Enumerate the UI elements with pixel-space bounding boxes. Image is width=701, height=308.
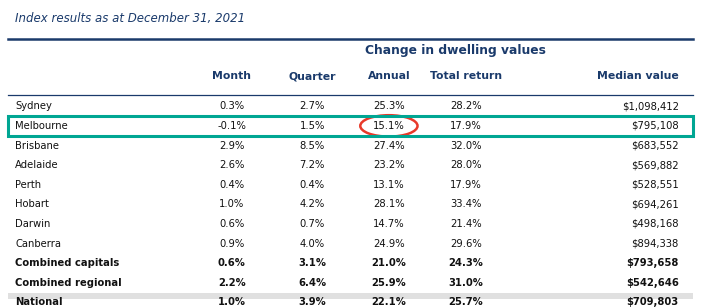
Text: 25.9%: 25.9%	[372, 278, 407, 288]
Text: Change in dwelling values: Change in dwelling values	[365, 44, 545, 58]
Text: 3.1%: 3.1%	[298, 258, 326, 268]
Bar	[8, 293, 693, 308]
Text: Month: Month	[212, 71, 251, 81]
Text: 2.2%: 2.2%	[218, 278, 245, 288]
Text: 24.9%: 24.9%	[373, 239, 404, 249]
Text: Darwin: Darwin	[15, 219, 50, 229]
Text: 17.9%: 17.9%	[450, 180, 482, 190]
Text: 4.0%: 4.0%	[299, 239, 325, 249]
Text: 6.4%: 6.4%	[298, 278, 326, 288]
Text: $793,658: $793,658	[626, 258, 679, 268]
Text: 17.9%: 17.9%	[450, 121, 482, 131]
Text: Index results as at December 31, 2021: Index results as at December 31, 2021	[15, 12, 245, 25]
Text: 24.3%: 24.3%	[448, 258, 483, 268]
Text: 23.2%: 23.2%	[373, 160, 404, 170]
Text: 8.5%: 8.5%	[299, 140, 325, 151]
Text: 0.6%: 0.6%	[219, 219, 245, 229]
Text: National: National	[15, 298, 63, 307]
Text: $709,803: $709,803	[627, 298, 679, 307]
Text: $498,168: $498,168	[631, 219, 679, 229]
Text: 31.0%: 31.0%	[448, 278, 483, 288]
Text: 28.1%: 28.1%	[373, 199, 404, 209]
Text: 28.2%: 28.2%	[450, 101, 482, 111]
Text: $542,646: $542,646	[626, 278, 679, 288]
Text: 2.6%: 2.6%	[219, 160, 245, 170]
Text: 0.4%: 0.4%	[219, 180, 245, 190]
Text: 21.0%: 21.0%	[372, 258, 407, 268]
Text: 27.4%: 27.4%	[373, 140, 404, 151]
Text: -0.1%: -0.1%	[217, 121, 246, 131]
Text: Quarter: Quarter	[288, 71, 336, 81]
Text: $569,882: $569,882	[631, 160, 679, 170]
Text: $694,261: $694,261	[631, 199, 679, 209]
Text: $1,098,412: $1,098,412	[622, 101, 679, 111]
Text: 2.9%: 2.9%	[219, 140, 245, 151]
Text: Canberra: Canberra	[15, 239, 62, 249]
Text: 25.3%: 25.3%	[373, 101, 404, 111]
Text: 13.1%: 13.1%	[373, 180, 404, 190]
Text: 0.3%: 0.3%	[219, 101, 245, 111]
Text: 14.7%: 14.7%	[373, 219, 404, 229]
Text: 33.4%: 33.4%	[450, 199, 482, 209]
Text: Perth: Perth	[15, 180, 41, 190]
Bar	[8, 116, 693, 136]
Text: 7.2%: 7.2%	[299, 160, 325, 170]
Text: Combined regional: Combined regional	[15, 278, 122, 288]
Text: 15.1%: 15.1%	[373, 121, 404, 131]
Text: 0.7%: 0.7%	[299, 219, 325, 229]
Text: Melbourne: Melbourne	[15, 121, 68, 131]
Text: Median value: Median value	[597, 71, 679, 81]
Text: 1.5%: 1.5%	[299, 121, 325, 131]
Text: Annual: Annual	[367, 71, 410, 81]
Text: $528,551: $528,551	[631, 180, 679, 190]
Text: Brisbane: Brisbane	[15, 140, 60, 151]
Text: 0.9%: 0.9%	[219, 239, 245, 249]
Text: Total return: Total return	[430, 71, 502, 81]
Text: Hobart: Hobart	[15, 199, 49, 209]
Text: $683,552: $683,552	[631, 140, 679, 151]
Text: 25.7%: 25.7%	[449, 298, 483, 307]
Text: 29.6%: 29.6%	[450, 239, 482, 249]
Text: Sydney: Sydney	[15, 101, 53, 111]
Text: 2.7%: 2.7%	[299, 101, 325, 111]
Text: Adelaide: Adelaide	[15, 160, 59, 170]
Text: 0.6%: 0.6%	[218, 258, 246, 268]
Text: 4.2%: 4.2%	[299, 199, 325, 209]
Text: Combined capitals: Combined capitals	[15, 258, 120, 268]
Text: 0.4%: 0.4%	[299, 180, 325, 190]
Text: 1.0%: 1.0%	[218, 298, 246, 307]
Text: $795,108: $795,108	[631, 121, 679, 131]
Text: $894,338: $894,338	[632, 239, 679, 249]
Text: 3.9%: 3.9%	[298, 298, 326, 307]
Text: 1.0%: 1.0%	[219, 199, 245, 209]
Text: 21.4%: 21.4%	[450, 219, 482, 229]
Text: 28.0%: 28.0%	[450, 160, 482, 170]
Text: 32.0%: 32.0%	[450, 140, 482, 151]
Text: 22.1%: 22.1%	[372, 298, 407, 307]
